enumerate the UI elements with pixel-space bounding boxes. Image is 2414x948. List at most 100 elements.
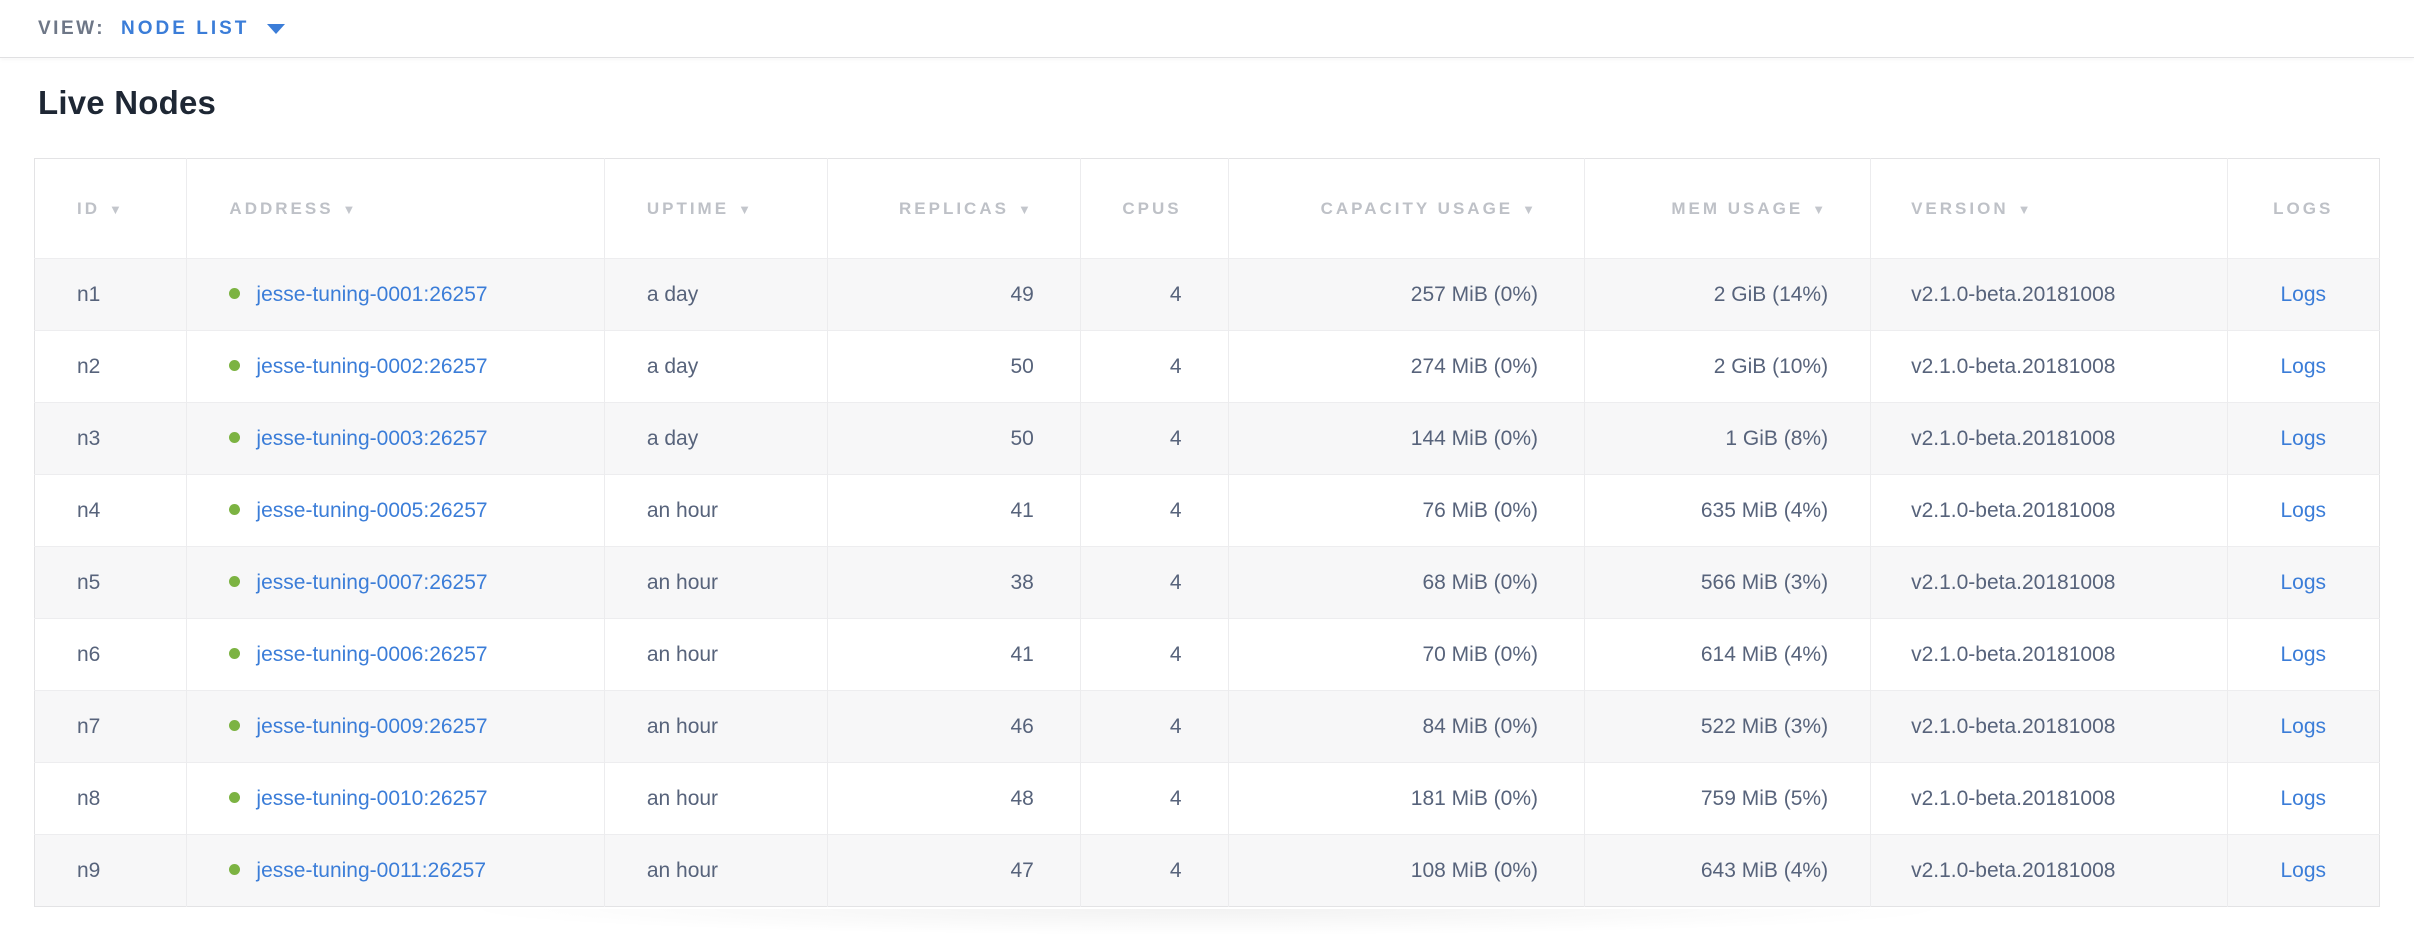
table-header: ID ▼ ADDRESS ▼ UPTIME ▼ REPLICAS ▼ CPUS CAPACITY … <box>34 158 2380 259</box>
uptime-cell: an hour <box>603 834 828 907</box>
uptime-cell: an hour <box>603 618 828 691</box>
node-address-cell: jesse-tuning-0002:26257 <box>186 330 605 403</box>
replicas-cell: 49 <box>826 258 1081 331</box>
id-cell: n7 <box>34 690 187 763</box>
column-header-uptime[interactable]: UPTIME ▼ <box>603 158 828 259</box>
replicas-cell: 41 <box>826 474 1081 547</box>
column-label: LOGS <box>2273 198 2334 218</box>
column-header-address[interactable]: ADDRESS ▼ <box>186 158 605 259</box>
capacity-cell: 70 MiB (0%) <box>1227 618 1585 691</box>
id-cell: n4 <box>34 474 187 547</box>
live-nodes-table: ID ▼ ADDRESS ▼ UPTIME ▼ REPLICAS ▼ CPUS CAPACITY … <box>34 158 2380 907</box>
mem-cell: 2 GiB (14%) <box>1584 258 1871 331</box>
column-header-logs: LOGS <box>2226 158 2380 259</box>
column-header-id[interactable]: ID ▼ <box>34 158 187 259</box>
view-toolbar: VIEW: NODE LIST <box>0 0 2414 58</box>
node-healthy-dot-icon <box>229 431 241 443</box>
version-cell: v2.1.0-beta.20181008 <box>1870 834 2228 907</box>
table-row: n2 jesse-tuning-0002:26257 a day 50 4 274 MiB… <box>34 330 2380 403</box>
below-fold-shadow <box>467 909 1947 935</box>
logs-cell: Logs <box>2226 762 2380 835</box>
table-row: n3 jesse-tuning-0003:26257 a day 50 4 144 MiB… <box>34 402 2380 475</box>
column-label: CAPACITY USAGE <box>1320 198 1514 218</box>
sort-caret-icon: ▼ <box>109 201 125 217</box>
node-address-link[interactable]: jesse-tuning-0007:26257 <box>256 570 488 594</box>
logs-link[interactable]: Logs <box>2280 642 2327 666</box>
node-address-link[interactable]: jesse-tuning-0006:26257 <box>256 642 488 666</box>
node-address-cell: jesse-tuning-0005:26257 <box>186 474 605 547</box>
capacity-cell: 108 MiB (0%) <box>1227 834 1585 907</box>
cpus-cell: 4 <box>1079 762 1229 835</box>
mem-cell: 614 MiB (4%) <box>1584 618 1871 691</box>
mem-cell: 643 MiB (4%) <box>1584 834 1871 907</box>
logs-link[interactable]: Logs <box>2280 570 2327 594</box>
column-header-replicas[interactable]: REPLICAS ▼ <box>826 158 1081 259</box>
node-address-link[interactable]: jesse-tuning-0002:26257 <box>256 354 488 378</box>
sort-caret-icon: ▼ <box>342 201 359 217</box>
logs-cell: Logs <box>2226 618 2380 691</box>
cpus-cell: 4 <box>1079 402 1229 475</box>
view-dropdown[interactable]: NODE LIST <box>121 17 286 40</box>
uptime-cell: an hour <box>603 762 828 835</box>
column-label: REPLICAS <box>899 198 1009 218</box>
replicas-cell: 46 <box>826 690 1081 763</box>
logs-link[interactable]: Logs <box>2280 858 2327 882</box>
sort-caret-icon: ▼ <box>1522 201 1539 217</box>
version-cell: v2.1.0-beta.20181008 <box>1870 402 2228 475</box>
id-cell: n5 <box>34 546 187 619</box>
uptime-cell: an hour <box>603 474 828 547</box>
logs-link[interactable]: Logs <box>2280 282 2327 306</box>
node-address-link[interactable]: jesse-tuning-0009:26257 <box>256 714 488 738</box>
version-cell: v2.1.0-beta.20181008 <box>1870 618 2228 691</box>
id-cell: n9 <box>34 834 187 907</box>
node-address-cell: jesse-tuning-0003:26257 <box>186 402 605 475</box>
cpus-cell: 4 <box>1079 618 1229 691</box>
id-cell: n1 <box>34 258 187 331</box>
replicas-cell: 41 <box>826 618 1081 691</box>
node-address-cell: jesse-tuning-0006:26257 <box>186 618 605 691</box>
node-address-link[interactable]: jesse-tuning-0011:26257 <box>256 858 487 882</box>
logs-link[interactable]: Logs <box>2280 714 2327 738</box>
node-healthy-dot-icon <box>229 791 241 803</box>
column-label: MEM USAGE <box>1671 198 1804 218</box>
mem-cell: 566 MiB (3%) <box>1584 546 1871 619</box>
logs-link[interactable]: Logs <box>2280 786 2327 810</box>
column-header-version[interactable]: VERSION ▼ <box>1870 158 2228 259</box>
column-label: CPUS <box>1122 198 1182 218</box>
mem-cell: 522 MiB (3%) <box>1584 690 1871 763</box>
view-label: VIEW: <box>38 17 106 39</box>
node-healthy-dot-icon <box>229 719 241 731</box>
logs-cell: Logs <box>2226 330 2380 403</box>
logs-link[interactable]: Logs <box>2280 354 2327 378</box>
logs-link[interactable]: Logs <box>2280 426 2327 450</box>
node-address-link[interactable]: jesse-tuning-0010:26257 <box>256 786 488 810</box>
logs-cell: Logs <box>2226 402 2380 475</box>
mem-cell: 759 MiB (5%) <box>1584 762 1871 835</box>
logs-link[interactable]: Logs <box>2280 498 2327 522</box>
capacity-cell: 84 MiB (0%) <box>1227 690 1585 763</box>
capacity-cell: 76 MiB (0%) <box>1227 474 1585 547</box>
cpus-cell: 4 <box>1079 546 1229 619</box>
table-row: n6 jesse-tuning-0006:26257 an hour 41 4 70 Mi… <box>34 618 2380 691</box>
cpus-cell: 4 <box>1079 834 1229 907</box>
node-address-link[interactable]: jesse-tuning-0005:26257 <box>256 498 488 522</box>
capacity-cell: 68 MiB (0%) <box>1227 546 1585 619</box>
column-header-capacity[interactable]: CAPACITY USAGE ▼ <box>1227 158 1585 259</box>
table-row: n9 jesse-tuning-0011:26257 an hour 47 4 108 M… <box>34 834 2380 907</box>
node-healthy-dot-icon <box>229 647 241 659</box>
node-address-link[interactable]: jesse-tuning-0001:26257 <box>256 282 488 306</box>
table-row: n4 jesse-tuning-0005:26257 an hour 41 4 76 Mi… <box>34 474 2380 547</box>
column-header-mem[interactable]: MEM USAGE ▼ <box>1584 158 1871 259</box>
uptime-cell: an hour <box>603 690 828 763</box>
node-address-link[interactable]: jesse-tuning-0003:26257 <box>256 426 488 450</box>
table-header-row: ID ▼ ADDRESS ▼ UPTIME ▼ REPLICAS ▼ CPUS CAPACITY … <box>34 158 2380 259</box>
view-dropdown-value: NODE LIST <box>121 17 250 39</box>
node-address-cell: jesse-tuning-0007:26257 <box>186 546 605 619</box>
capacity-cell: 257 MiB (0%) <box>1227 258 1585 331</box>
sort-caret-icon: ▼ <box>1017 201 1034 217</box>
table-row: n8 jesse-tuning-0010:26257 an hour 48 4 181 M… <box>34 762 2380 835</box>
node-healthy-dot-icon <box>229 575 241 587</box>
node-address-cell: jesse-tuning-0001:26257 <box>186 258 605 331</box>
replicas-cell: 47 <box>826 834 1081 907</box>
column-label: ID <box>77 198 100 218</box>
